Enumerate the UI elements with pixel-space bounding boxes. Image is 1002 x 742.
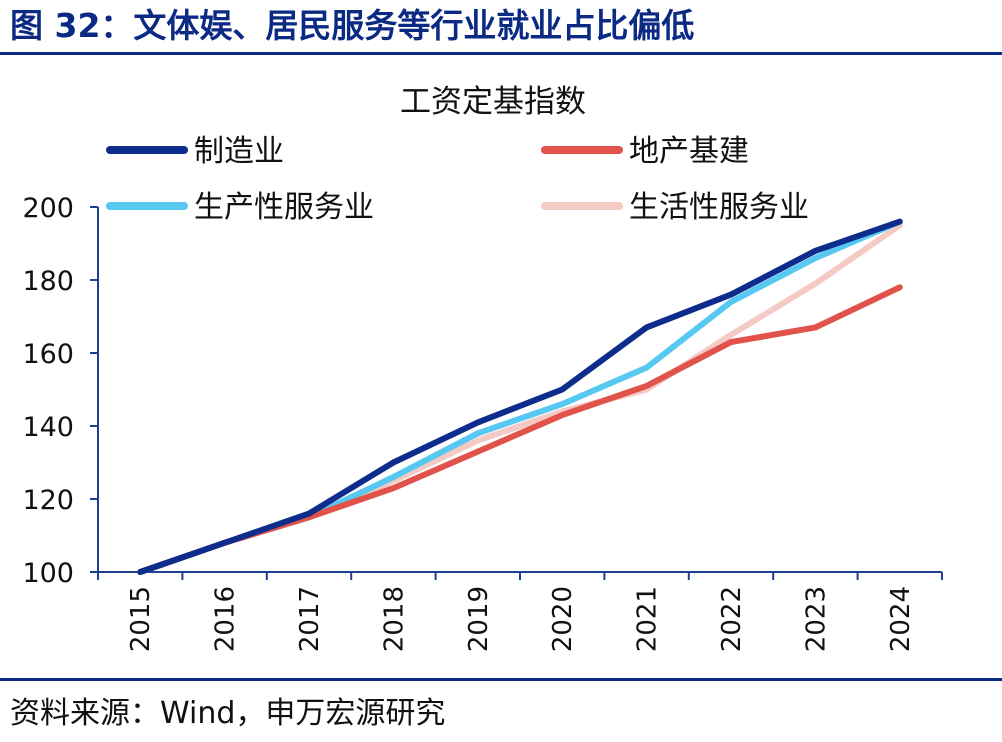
x-tick-label: 2015 bbox=[126, 586, 156, 652]
series-line-2 bbox=[137, 284, 903, 575]
top-rule bbox=[0, 52, 1002, 55]
x-tick-label: 2018 bbox=[379, 586, 409, 652]
x-tick-label: 2017 bbox=[295, 586, 325, 652]
legend-label: 生产性服务业 bbox=[194, 190, 374, 225]
y-tick-label: 160 bbox=[22, 339, 74, 370]
x-tick-label: 2020 bbox=[548, 586, 578, 652]
x-tick-label: 2024 bbox=[886, 586, 916, 652]
source-note: 资料来源：Wind，申万宏源研究 bbox=[10, 696, 446, 731]
y-tick-label: 100 bbox=[22, 558, 74, 589]
x-tick-label: 2022 bbox=[717, 586, 747, 652]
chart-title: 工资定基指数 bbox=[400, 84, 586, 120]
x-tick-label: 2016 bbox=[211, 586, 241, 652]
y-tick-label: 120 bbox=[22, 485, 74, 516]
y-tick-label: 200 bbox=[22, 193, 74, 224]
legend-label: 制造业 bbox=[194, 134, 284, 169]
series-line-1 bbox=[137, 218, 903, 575]
x-tick-label: 2021 bbox=[633, 586, 663, 652]
series-line-3 bbox=[137, 218, 903, 575]
legend-label: 生活性服务业 bbox=[629, 190, 809, 225]
x-tick-label: 2019 bbox=[464, 586, 494, 652]
legend-label: 地产基建 bbox=[629, 134, 749, 169]
x-tick-label: 2023 bbox=[801, 586, 831, 652]
bottom-rule bbox=[0, 678, 1002, 681]
plot-area: 100 120 140 160 180 200 2015 2016 2017 2018 2019 20… bbox=[22, 193, 943, 652]
series-line-4 bbox=[137, 222, 903, 575]
y-tick-label: 180 bbox=[22, 266, 74, 297]
figure-title: 图 32：文体娱、居民服务等行业就业占比偏低 bbox=[10, 6, 695, 45]
y-tick-label: 140 bbox=[22, 412, 74, 443]
